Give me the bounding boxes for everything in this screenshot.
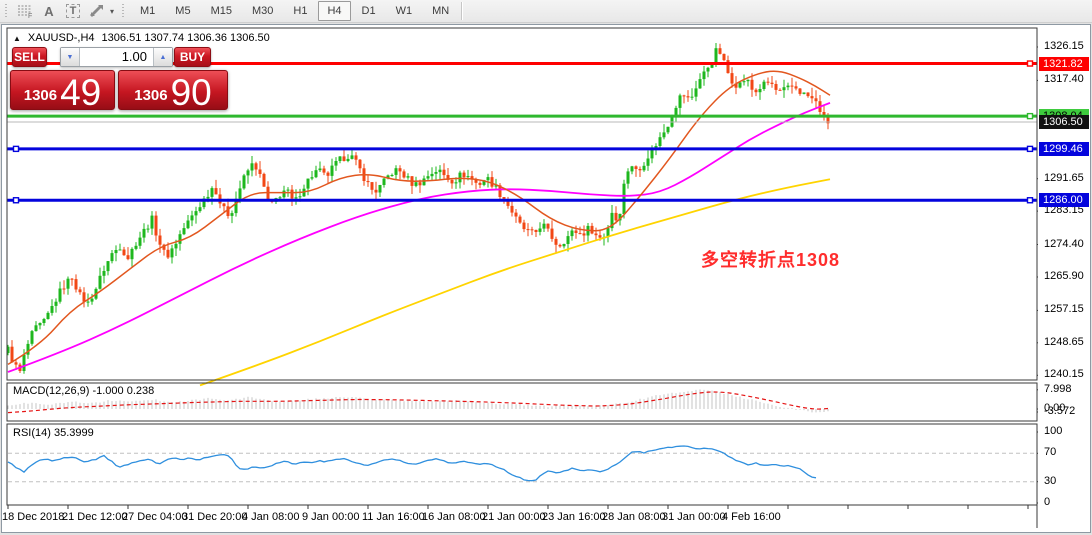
rsi-axis-label: 70: [1044, 446, 1057, 459]
volume-increase-icon[interactable]: ▲: [153, 48, 172, 66]
rsi-axis-label: 100: [1044, 425, 1063, 437]
collapse-panel-icon[interactable]: ▲: [13, 33, 21, 43]
macd-axis-label: -3.572: [1044, 405, 1076, 417]
price-level-badge: 1321.82: [1039, 56, 1089, 71]
time-tick-label: 21 Jan 00:00: [482, 511, 546, 523]
sell-button[interactable]: SELL: [12, 47, 47, 67]
ohlc-values: 1306.51 1307.74 1306.36 1306.50: [101, 32, 270, 44]
bid-price-pips: 49: [60, 72, 102, 113]
price-axis[interactable]: 1326.15 1317.40 1291.65 1283.15 1274.40 1265.…: [1038, 25, 1090, 528]
time-tick-label: 4 Feb 16:00: [722, 511, 781, 523]
text-label-icon[interactable]: A: [44, 3, 54, 19]
buy-quote-button[interactable]: 1306 90: [118, 70, 228, 113]
timeframe-drag-handle[interactable]: [121, 4, 126, 18]
timeframe-h1[interactable]: H1: [293, 5, 308, 17]
time-tick-label: 4 Jan 08:00: [242, 511, 300, 523]
price-tick-label: 1240.15: [1044, 368, 1084, 381]
price-tick-label: 1265.90: [1044, 269, 1084, 282]
time-tick-label: 31 Jan 00:00: [662, 511, 726, 523]
bid-price-big-figure: 1306: [23, 87, 58, 104]
price-level-badge: 1286.00: [1039, 193, 1089, 208]
ask-price-big-figure: 1306: [134, 87, 168, 104]
price-tick-label: 1248.65: [1044, 335, 1084, 348]
timeframe-m30[interactable]: M30: [251, 5, 274, 17]
time-tick-label: 11 Jan 16:00: [362, 511, 425, 523]
price-tick-label: 1274.40: [1044, 237, 1084, 250]
fibonacci-icon[interactable]: F: [13, 1, 37, 21]
price-tick-label: 1326.15: [1044, 40, 1084, 52]
toolbar-drag-handle[interactable]: [4, 4, 9, 18]
main-toolbar: F A T ▾ M1 M5 M15 M30 H1 H4 D1 W1 MN: [0, 0, 1092, 23]
sell-quote-button[interactable]: 1306 49: [10, 70, 115, 113]
rsi-axis-label: 0: [1044, 496, 1051, 508]
time-tick-label: 21 Dec 12:00: [62, 511, 128, 523]
price-level-badge: 1299.46: [1039, 141, 1089, 156]
one-click-trading-panel: SELL ▼ 1.00 ▲ BUY 1306 49 1306 90: [10, 46, 228, 111]
rsi-indicator-label: RSI(14) 35.3999: [13, 427, 94, 439]
buy-button[interactable]: BUY: [174, 47, 211, 67]
price-tick-label: 1317.40: [1044, 73, 1084, 86]
price-level-badge: 1306.50: [1039, 115, 1089, 129]
timeframe-d1[interactable]: D1: [361, 5, 376, 17]
time-tick-label: 27 Dec 04:00: [122, 511, 188, 523]
time-tick-label: 28 Jan 08:00: [602, 511, 666, 523]
timeframe-group: M1 M5 M15 M30 H1 H4 D1 W1 MN: [130, 1, 459, 21]
timeframe-m15[interactable]: M15: [210, 5, 232, 17]
rsi-axis-label: 30: [1044, 474, 1057, 487]
time-tick-label: 9 Jan 00:00: [302, 511, 360, 523]
arrows-icon[interactable]: [85, 1, 109, 21]
price-tick-label: 1257.15: [1044, 303, 1084, 316]
toolbar-separator: [461, 2, 464, 20]
time-tick-label: 31 Dec 20:00: [182, 511, 248, 523]
symbol-period-label: XAUUSD-,H4: [27, 32, 95, 44]
timeframe-mn[interactable]: MN: [432, 5, 450, 17]
time-tick-label: 18 Dec 2018: [2, 511, 65, 523]
text-box-icon[interactable]: T: [61, 1, 85, 21]
chart-title: ▲ XAUUSD-,H4 1306.51 1307.74 1306.36 130…: [13, 32, 270, 44]
volume-input[interactable]: 1.00: [121, 49, 147, 64]
macd-axis-label: 0.00: [1044, 402, 1066, 414]
timeframe-w1[interactable]: W1: [395, 5, 413, 17]
volume-stepper: ▼ 1.00 ▲: [60, 47, 173, 67]
volume-decrease-icon[interactable]: ▼: [61, 48, 80, 66]
time-tick-label: 16 Jan 08:00: [422, 511, 486, 523]
chevron-down-icon[interactable]: ▾: [109, 6, 114, 16]
timeframe-m1[interactable]: M1: [140, 5, 156, 17]
timeframe-h4[interactable]: H4: [318, 1, 351, 21]
macd-indicator-label: MACD(12,26,9) -1.000 0.238: [13, 385, 155, 397]
price-tick-label: 1291.65: [1044, 171, 1084, 184]
svg-text:F: F: [28, 13, 32, 18]
ask-price-pips: 90: [170, 72, 212, 113]
macd-axis-label: 7.998: [1044, 382, 1072, 395]
time-tick-label: 23 Jan 16:00: [542, 511, 606, 523]
chart-text-annotation: 多空转折点1308: [701, 250, 841, 270]
timeframe-m5[interactable]: M5: [175, 5, 191, 17]
